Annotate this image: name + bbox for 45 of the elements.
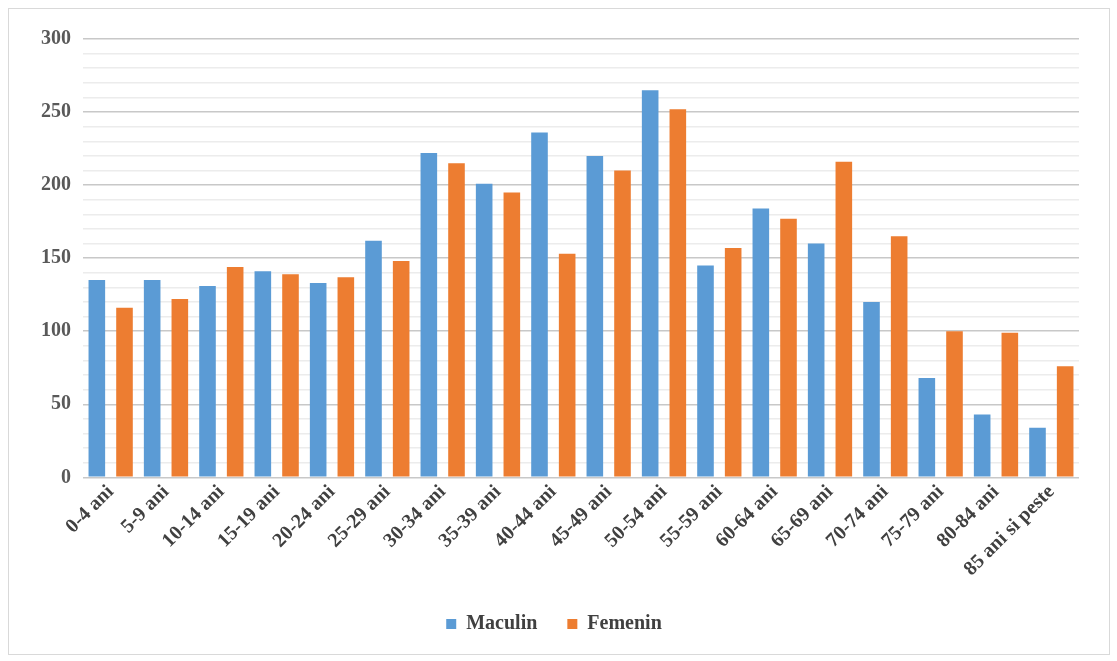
bar — [88, 280, 106, 477]
bar — [752, 208, 770, 477]
bar — [531, 132, 548, 477]
bar — [946, 331, 963, 477]
bar — [282, 274, 299, 477]
bar — [669, 109, 687, 477]
bar — [697, 265, 714, 477]
y-tick-label: 250 — [41, 99, 71, 122]
bar — [807, 243, 825, 477]
bar — [171, 299, 189, 477]
bar — [116, 307, 133, 477]
bar — [226, 266, 244, 477]
y-tick-label: 0 — [61, 464, 71, 487]
bar — [199, 285, 216, 477]
legend-label: Femenin — [587, 611, 662, 634]
bar — [337, 277, 355, 477]
bar — [309, 283, 327, 477]
bar — [1029, 427, 1046, 477]
bar — [558, 253, 576, 477]
bar — [835, 161, 853, 477]
y-tick-label: 200 — [41, 172, 71, 195]
bar — [863, 302, 880, 477]
y-tick-label: 100 — [41, 318, 71, 341]
bar — [420, 152, 438, 477]
bar — [143, 280, 161, 477]
bar — [475, 183, 493, 477]
y-tick-label: 300 — [41, 26, 71, 49]
y-tick-label: 50 — [51, 391, 71, 414]
bar — [780, 218, 797, 477]
bar — [392, 261, 410, 477]
bar — [503, 192, 521, 477]
bar — [448, 163, 465, 477]
bar — [890, 236, 908, 477]
bar — [1001, 332, 1019, 477]
bar — [724, 247, 742, 477]
bar — [254, 271, 272, 477]
bar — [614, 170, 631, 477]
bar — [586, 155, 604, 477]
legend-label: Maculin — [466, 611, 538, 634]
bar — [365, 240, 382, 477]
y-tick-label: 150 — [41, 245, 71, 268]
bar — [1056, 366, 1074, 477]
bar — [641, 90, 659, 477]
bar — [973, 414, 991, 477]
bar — [918, 377, 936, 477]
